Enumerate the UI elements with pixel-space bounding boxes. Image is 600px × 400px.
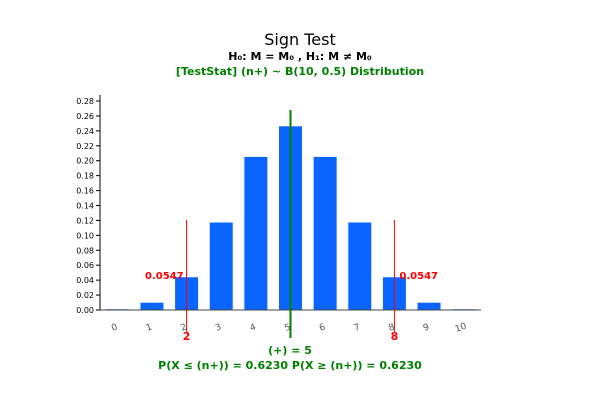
critical-value-label: 2 [183,330,191,343]
bar [348,222,372,310]
y-tick-label: 0.02 [76,291,94,300]
x-tick-label: 3 [214,322,223,333]
x-tick-label: 9 [422,322,431,333]
chart-title: Sign Test [264,30,336,49]
y-tick-label: 0.24 [76,127,94,136]
x-tick-label: 0 [110,322,119,333]
y-tick-label: 0.12 [76,216,94,225]
y-tick-label: 0.06 [76,261,94,270]
tail-probability-label: 0.0547 [399,271,438,282]
x-tick-label: 4 [249,322,258,333]
y-tick-label: 0.22 [76,142,94,151]
bar [313,156,337,310]
y-tick-label: 0.20 [76,157,94,166]
y-tick-label: 0.08 [76,246,94,255]
bar [209,222,233,310]
hypothesis-text: H₀: M = M₀ , H₁: M ≠ M₀ [228,50,372,63]
x-tick-label: 6 [318,322,327,333]
y-tick-label: 0.04 [76,276,94,285]
x-tick-label: 1 [145,322,154,333]
distribution-text: [TestStat] (n+) ~ B(10, 0.5) Distributio… [175,65,425,78]
x-tick-label: 5 [283,322,292,333]
tail-probability-label: 0.0547 [145,271,184,282]
probability-text: P(X ≤ (n+)) = 0.6230 P(X ≥ (n+)) = 0.623… [158,359,422,372]
y-tick-label: 0.28 [76,97,94,106]
y-tick-label: 0.00 [76,306,94,315]
x-tick-label: 7 [353,322,362,333]
x-tick-label: 10 [454,321,468,334]
y-tick-label: 0.10 [76,231,94,240]
bar [244,156,268,310]
y-tick-label: 0.18 [76,172,94,181]
y-tick-label: 0.14 [76,202,94,211]
x-tick-label: 2 [180,322,189,333]
statistic-text: (+) = 5 [268,344,312,357]
y-tick-label: 0.16 [76,187,94,196]
critical-value-label: 8 [391,330,399,343]
y-tick-label: 0.26 [76,112,94,121]
x-tick-label: 8 [387,322,396,333]
bar [140,302,164,310]
bar [417,302,441,310]
